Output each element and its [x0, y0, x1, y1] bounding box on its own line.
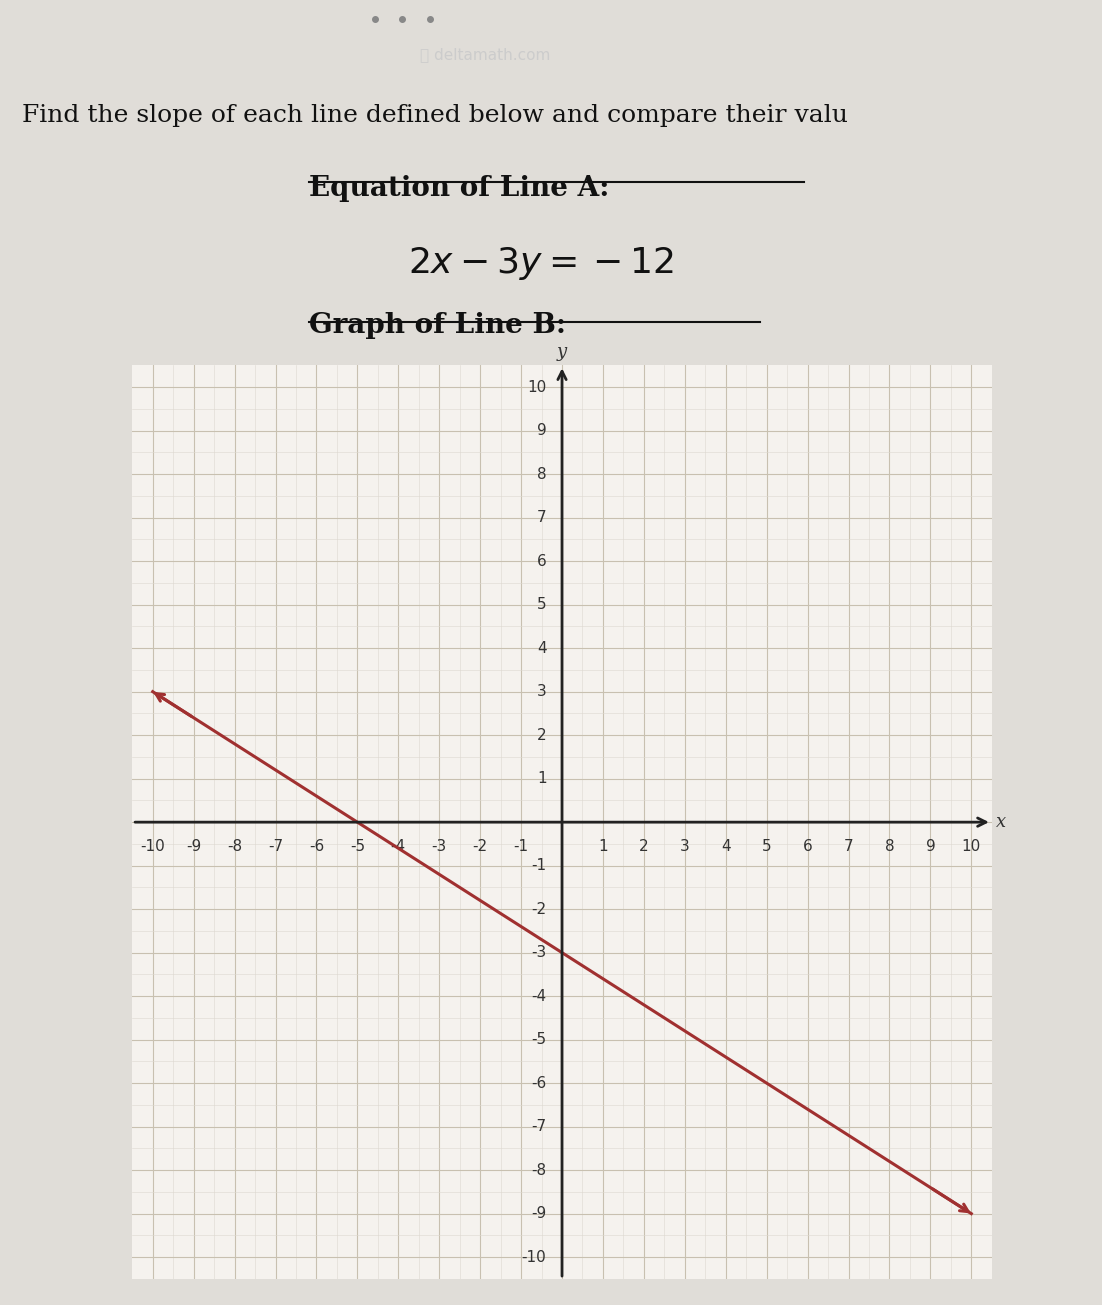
Text: 1: 1: [598, 839, 608, 853]
Text: 3: 3: [537, 684, 547, 699]
Text: 9: 9: [537, 423, 547, 438]
Text: -4: -4: [391, 839, 406, 853]
Text: Equation of Line A:: Equation of Line A:: [309, 175, 609, 201]
Text: -9: -9: [531, 1206, 547, 1221]
Text: -9: -9: [186, 839, 202, 853]
Text: 9: 9: [926, 839, 936, 853]
Text: 2: 2: [537, 728, 547, 743]
Text: 5: 5: [537, 598, 547, 612]
Text: 2: 2: [639, 839, 649, 853]
Text: -5: -5: [349, 839, 365, 853]
Text: -7: -7: [531, 1120, 547, 1134]
Text: -6: -6: [531, 1075, 547, 1091]
Text: $2x - 3y = -12$: $2x - 3y = -12$: [408, 245, 673, 282]
Text: -3: -3: [531, 945, 547, 960]
Text: -4: -4: [531, 989, 547, 1004]
Text: 🔒 deltamath.com: 🔒 deltamath.com: [420, 48, 550, 63]
Text: 1: 1: [537, 771, 547, 786]
Text: 6: 6: [802, 839, 812, 853]
Text: 8: 8: [537, 467, 547, 482]
Text: -3: -3: [432, 839, 446, 853]
Text: Graph of Line B:: Graph of Line B:: [309, 312, 565, 339]
Text: 7: 7: [844, 839, 853, 853]
Text: -5: -5: [531, 1032, 547, 1047]
Text: y: y: [557, 343, 568, 361]
Text: 10: 10: [527, 380, 547, 394]
Text: 3: 3: [680, 839, 690, 853]
Text: 6: 6: [537, 553, 547, 569]
Text: -8: -8: [227, 839, 242, 853]
Text: 4: 4: [537, 641, 547, 655]
Text: 7: 7: [537, 510, 547, 525]
Text: -1: -1: [514, 839, 529, 853]
Text: 10: 10: [962, 839, 981, 853]
Text: -8: -8: [531, 1163, 547, 1177]
Text: Find the slope of each line defined below and compare their valu: Find the slope of each line defined belo…: [22, 104, 847, 128]
Text: -10: -10: [521, 1250, 547, 1265]
Text: 5: 5: [761, 839, 771, 853]
Text: x: x: [996, 813, 1006, 831]
Text: 4: 4: [721, 839, 731, 853]
Text: -2: -2: [531, 902, 547, 916]
Text: -7: -7: [268, 839, 283, 853]
Text: -10: -10: [140, 839, 165, 853]
Text: -2: -2: [473, 839, 488, 853]
Text: -6: -6: [309, 839, 324, 853]
Text: -1: -1: [531, 859, 547, 873]
Text: 8: 8: [885, 839, 895, 853]
